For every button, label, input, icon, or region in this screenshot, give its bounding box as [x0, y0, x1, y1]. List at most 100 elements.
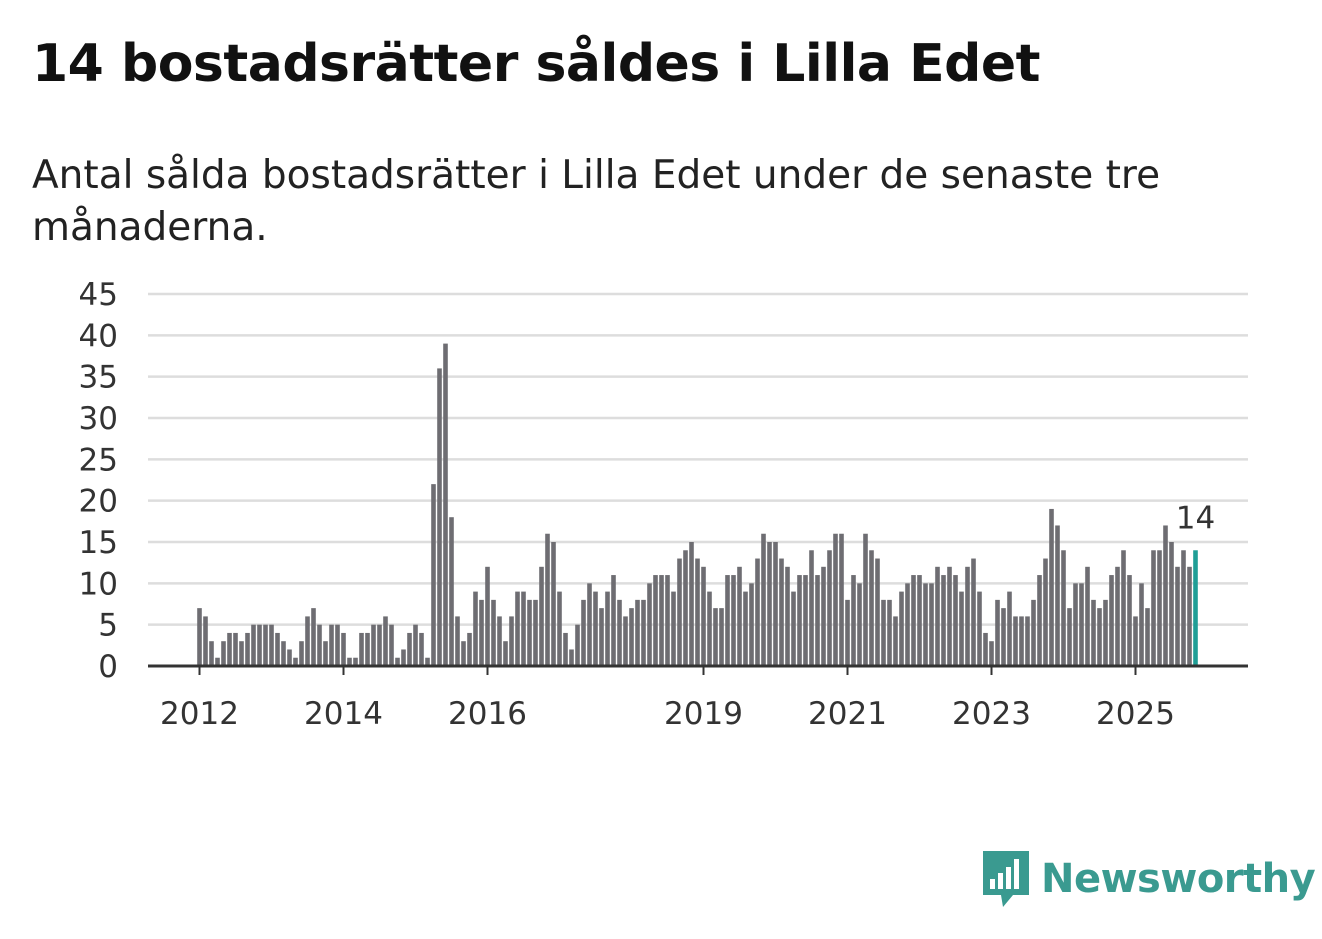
- bar: [551, 542, 556, 666]
- bar: [959, 591, 964, 666]
- bar: [869, 550, 874, 666]
- bar: [935, 566, 940, 666]
- bar: [401, 649, 406, 666]
- bar: [587, 583, 592, 666]
- bar: [833, 533, 838, 666]
- bar: [989, 641, 994, 666]
- y-tick-label: 45: [79, 277, 118, 313]
- bar: [485, 566, 490, 666]
- newsworthy-logo[interactable]: Newsworthy: [981, 848, 1316, 910]
- bar: [629, 608, 634, 666]
- bar: [563, 632, 568, 666]
- bar: [1055, 525, 1060, 666]
- bar: [263, 624, 268, 666]
- bar: [749, 583, 754, 666]
- bar: [803, 575, 808, 666]
- bar: [203, 616, 208, 666]
- bar: [1151, 550, 1156, 666]
- bar: [1043, 558, 1048, 666]
- bar: [881, 599, 886, 666]
- newsworthy-logo-icon: [983, 851, 1029, 907]
- bar: [1007, 591, 1012, 666]
- bar: [275, 632, 280, 666]
- bar: [707, 591, 712, 666]
- bar: [1049, 508, 1054, 666]
- bar: [1061, 550, 1066, 666]
- bar: [1109, 575, 1114, 666]
- y-tick-label: 10: [79, 566, 118, 602]
- bar: [671, 591, 676, 666]
- bar: [1139, 583, 1144, 666]
- bar: [299, 641, 304, 666]
- bar: [569, 649, 574, 666]
- bar: [911, 575, 916, 666]
- bar: [893, 616, 898, 666]
- bar: [1121, 550, 1126, 666]
- bar: [953, 575, 958, 666]
- y-tick-label: 5: [98, 608, 118, 644]
- bar: [1013, 616, 1018, 666]
- bar: [1037, 575, 1042, 666]
- bar: [245, 632, 250, 666]
- bar: [635, 599, 640, 666]
- bar: [665, 575, 670, 666]
- bar: [731, 575, 736, 666]
- bar: [389, 624, 394, 666]
- bar: [227, 632, 232, 666]
- bar: [539, 566, 544, 666]
- bar: [1085, 566, 1090, 666]
- bar: [455, 616, 460, 666]
- bar: [617, 599, 622, 666]
- bar: [683, 550, 688, 666]
- bar: [977, 591, 982, 666]
- bar: [839, 533, 844, 666]
- bar: [581, 599, 586, 666]
- bar: [281, 641, 286, 666]
- chart-subtitle: Antal sålda bostadsrätter i Lilla Edet u…: [32, 153, 1161, 250]
- x-tick-label: 2023: [952, 696, 1031, 732]
- bar: [473, 591, 478, 666]
- bar: [509, 616, 514, 666]
- bar: [815, 575, 820, 666]
- bar: [941, 575, 946, 666]
- bar: [377, 624, 382, 666]
- bar: [293, 657, 298, 666]
- bar: [965, 566, 970, 666]
- bar: [917, 575, 922, 666]
- bar: [479, 599, 484, 666]
- bar: [719, 608, 724, 666]
- bar: [875, 558, 880, 666]
- bar: [233, 632, 238, 666]
- bar: [887, 599, 892, 666]
- bar: [1019, 616, 1024, 666]
- highlight-value-label: 14: [1176, 500, 1215, 536]
- bar: [515, 591, 520, 666]
- bar: [467, 632, 472, 666]
- y-tick-label: 30: [79, 401, 118, 437]
- bar: [533, 599, 538, 666]
- bar: [287, 649, 292, 666]
- bar: [419, 632, 424, 666]
- bar: [383, 616, 388, 666]
- x-tick-label: 2014: [304, 696, 383, 732]
- y-tick-label: 15: [79, 525, 118, 561]
- bar: [1163, 525, 1168, 666]
- bar: [257, 624, 262, 666]
- bar: [905, 583, 910, 666]
- bar: [395, 657, 400, 666]
- bar: [461, 641, 466, 666]
- bar: [323, 641, 328, 666]
- bar: [695, 558, 700, 666]
- x-tick-label: 2016: [448, 696, 527, 732]
- bar: [827, 550, 832, 666]
- bar: [743, 591, 748, 666]
- bar: [821, 566, 826, 666]
- bar: [1067, 608, 1072, 666]
- newsworthy-logo-text: Newsworthy: [1041, 856, 1316, 902]
- x-tick-label: 2025: [1096, 696, 1175, 732]
- bar: [557, 591, 562, 666]
- bar: [311, 608, 316, 666]
- bar: [1079, 583, 1084, 666]
- x-axis-ticks: 2012 2014 2016 2019 2021 2023 2025: [160, 666, 1175, 732]
